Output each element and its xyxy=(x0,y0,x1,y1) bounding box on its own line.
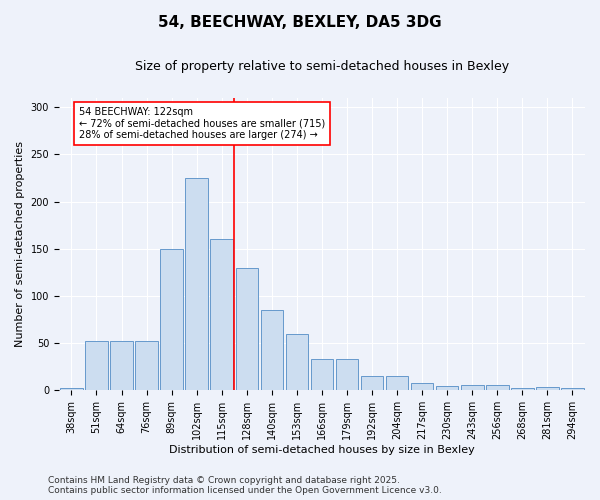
Bar xyxy=(60,388,83,390)
Bar xyxy=(136,342,158,390)
Bar xyxy=(436,386,458,390)
Bar xyxy=(536,386,559,390)
Bar xyxy=(236,268,258,390)
X-axis label: Distribution of semi-detached houses by size in Bexley: Distribution of semi-detached houses by … xyxy=(169,445,475,455)
Bar xyxy=(110,342,133,390)
Text: 54 BEECHWAY: 122sqm
← 72% of semi-detached houses are smaller (715)
28% of semi-: 54 BEECHWAY: 122sqm ← 72% of semi-detach… xyxy=(79,107,325,140)
Text: 54, BEECHWAY, BEXLEY, DA5 3DG: 54, BEECHWAY, BEXLEY, DA5 3DG xyxy=(158,15,442,30)
Bar xyxy=(336,359,358,390)
Y-axis label: Number of semi-detached properties: Number of semi-detached properties xyxy=(15,141,25,347)
Bar xyxy=(286,334,308,390)
Bar xyxy=(486,384,509,390)
Bar xyxy=(160,249,183,390)
Bar xyxy=(260,310,283,390)
Bar xyxy=(561,388,584,390)
Bar xyxy=(461,384,484,390)
Bar xyxy=(361,376,383,390)
Bar xyxy=(386,376,409,390)
Text: Contains HM Land Registry data © Crown copyright and database right 2025.
Contai: Contains HM Land Registry data © Crown c… xyxy=(48,476,442,495)
Bar xyxy=(211,240,233,390)
Bar xyxy=(185,178,208,390)
Bar xyxy=(411,383,433,390)
Bar xyxy=(511,388,533,390)
Title: Size of property relative to semi-detached houses in Bexley: Size of property relative to semi-detach… xyxy=(135,60,509,73)
Bar xyxy=(311,359,333,390)
Bar xyxy=(85,342,108,390)
